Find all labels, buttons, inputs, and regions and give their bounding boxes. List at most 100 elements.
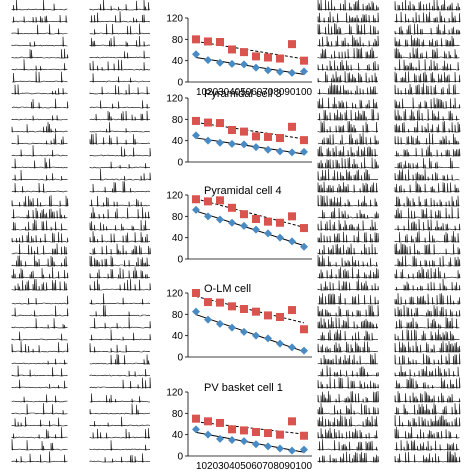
voltage-trace xyxy=(89,59,151,71)
voltage-trace xyxy=(11,318,68,329)
point-square xyxy=(240,210,248,219)
point-diamond xyxy=(204,315,212,324)
scatter-panel-3: 0 40 80 120 Pyramidal cell 4 xyxy=(166,185,312,266)
point-square xyxy=(204,118,212,127)
point-diamond xyxy=(300,445,308,454)
trendline-diamond xyxy=(195,314,305,353)
y-tick-label: 80 xyxy=(172,35,184,46)
voltage-trace xyxy=(89,0,151,11)
point-square xyxy=(216,38,224,46)
voltage-trace xyxy=(317,146,379,157)
point-diamond xyxy=(252,63,260,72)
point-square xyxy=(192,195,200,204)
point-square xyxy=(204,197,212,206)
y-tick-label: 80 xyxy=(172,115,184,126)
voltage-trace xyxy=(394,426,460,439)
voltage-trace xyxy=(317,207,379,219)
voltage-trace xyxy=(394,121,461,133)
voltage-trace xyxy=(89,168,151,181)
voltage-trace xyxy=(394,317,460,329)
point-diamond xyxy=(276,339,284,348)
point-square xyxy=(252,52,260,61)
point-diamond xyxy=(240,327,248,336)
voltage-trace xyxy=(394,47,460,59)
point-square xyxy=(288,40,296,49)
point-diamond xyxy=(228,59,236,68)
point-square xyxy=(228,302,236,311)
voltage-trace xyxy=(317,108,379,121)
voltage-trace xyxy=(89,100,151,109)
voltage-trace xyxy=(394,329,460,341)
point-square xyxy=(288,417,296,426)
voltage-trace xyxy=(11,439,68,451)
point-diamond xyxy=(216,319,224,328)
voltage-trace xyxy=(89,35,151,47)
trendline-square xyxy=(195,198,305,228)
voltage-trace xyxy=(11,48,69,59)
voltage-trace xyxy=(394,0,461,11)
scatter-panel-4: 0 40 80 120 O-LM cell xyxy=(166,283,312,364)
voltage-trace xyxy=(89,377,151,389)
voltage-trace xyxy=(89,317,151,329)
point-diamond xyxy=(240,221,248,230)
point-square xyxy=(228,425,236,434)
voltage-trace xyxy=(89,220,151,231)
voltage-trace xyxy=(317,304,379,317)
point-diamond xyxy=(240,140,248,149)
voltage-trace xyxy=(394,71,461,83)
point-diamond xyxy=(240,60,248,69)
voltage-trace xyxy=(11,451,68,463)
voltage-trace xyxy=(89,393,151,403)
point-diamond xyxy=(264,334,272,343)
voltage-trace xyxy=(11,115,68,121)
panel-title: O-LM cell xyxy=(204,283,251,295)
voltage-trace xyxy=(11,121,68,133)
voltage-trace xyxy=(89,353,151,365)
voltage-trace xyxy=(11,133,68,145)
voltage-trace xyxy=(12,71,68,83)
voltage-trace xyxy=(11,331,68,341)
voltage-trace xyxy=(11,427,68,439)
point-diamond xyxy=(288,237,296,246)
voltage-trace xyxy=(11,14,68,23)
voltage-trace xyxy=(317,341,379,353)
voltage-trace xyxy=(317,353,379,365)
voltage-trace xyxy=(11,305,69,317)
point-diamond xyxy=(252,225,260,234)
point-diamond xyxy=(204,56,212,65)
point-square xyxy=(240,127,248,136)
voltage-trace xyxy=(317,329,379,341)
voltage-trace xyxy=(394,145,461,157)
voltage-trace xyxy=(317,451,379,463)
point-diamond xyxy=(228,139,236,148)
voltage-trace xyxy=(89,416,151,427)
voltage-trace xyxy=(317,47,379,59)
voltage-trace xyxy=(394,377,461,389)
voltage-trace xyxy=(394,108,460,121)
voltage-trace xyxy=(317,97,379,109)
point-diamond xyxy=(264,145,272,154)
voltage-trace xyxy=(89,73,151,83)
voltage-trace xyxy=(317,267,379,279)
voltage-trace xyxy=(317,194,379,207)
voltage-trace xyxy=(394,206,460,219)
x-tick-labels: 102030405060708090100 xyxy=(196,461,312,472)
voltage-trace xyxy=(11,182,68,193)
point-diamond xyxy=(204,430,212,439)
point-diamond xyxy=(288,68,296,77)
voltage-trace xyxy=(394,293,461,305)
y-tick-label: 0 xyxy=(177,255,183,266)
y-tick-label: 120 xyxy=(166,388,183,399)
voltage-trace xyxy=(89,161,151,169)
voltage-trace xyxy=(317,71,379,83)
point-diamond xyxy=(288,343,296,352)
voltage-trace xyxy=(394,305,461,317)
point-square xyxy=(192,35,200,44)
panel-title: Pyramidal cell 3 xyxy=(204,88,282,100)
voltage-trace xyxy=(11,219,68,231)
panel-title: PV basket cell 1 xyxy=(204,382,283,394)
point-diamond xyxy=(192,425,200,434)
point-square xyxy=(300,431,308,440)
voltage-trace xyxy=(394,365,460,377)
voltage-trace xyxy=(11,394,68,403)
